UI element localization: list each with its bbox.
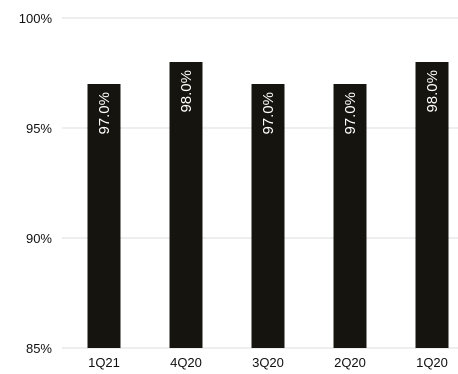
- y-tick-label: 95%: [26, 121, 52, 136]
- x-category-label: 2Q20: [334, 355, 366, 370]
- bar-value-label: 97.0%: [96, 92, 113, 135]
- x-category-label: 3Q20: [252, 355, 284, 370]
- bars: 97.0% 98.0% 97.0% 97.0% 98.0%: [87, 62, 449, 348]
- bar: [169, 62, 203, 348]
- bar-value-label: 98.0%: [178, 70, 195, 113]
- y-tick-label: 90%: [26, 231, 52, 246]
- bar: [415, 62, 449, 348]
- y-tick-label: 100%: [19, 11, 53, 26]
- y-axis-ticks: 85% 90% 95% 100%: [19, 11, 53, 356]
- x-axis-ticks: 1Q21 4Q20 3Q20 2Q20 1Q20: [88, 355, 448, 370]
- bar: [251, 84, 285, 348]
- x-category-label: 1Q20: [416, 355, 448, 370]
- x-category-label: 1Q21: [88, 355, 120, 370]
- bar: [87, 84, 121, 348]
- y-tick-label: 85%: [26, 341, 52, 356]
- bar: [333, 84, 367, 348]
- bar-value-label: 97.0%: [342, 92, 359, 135]
- bar-value-label: 98.0%: [424, 70, 441, 113]
- x-category-label: 4Q20: [170, 355, 202, 370]
- bar-value-label: 97.0%: [260, 92, 277, 135]
